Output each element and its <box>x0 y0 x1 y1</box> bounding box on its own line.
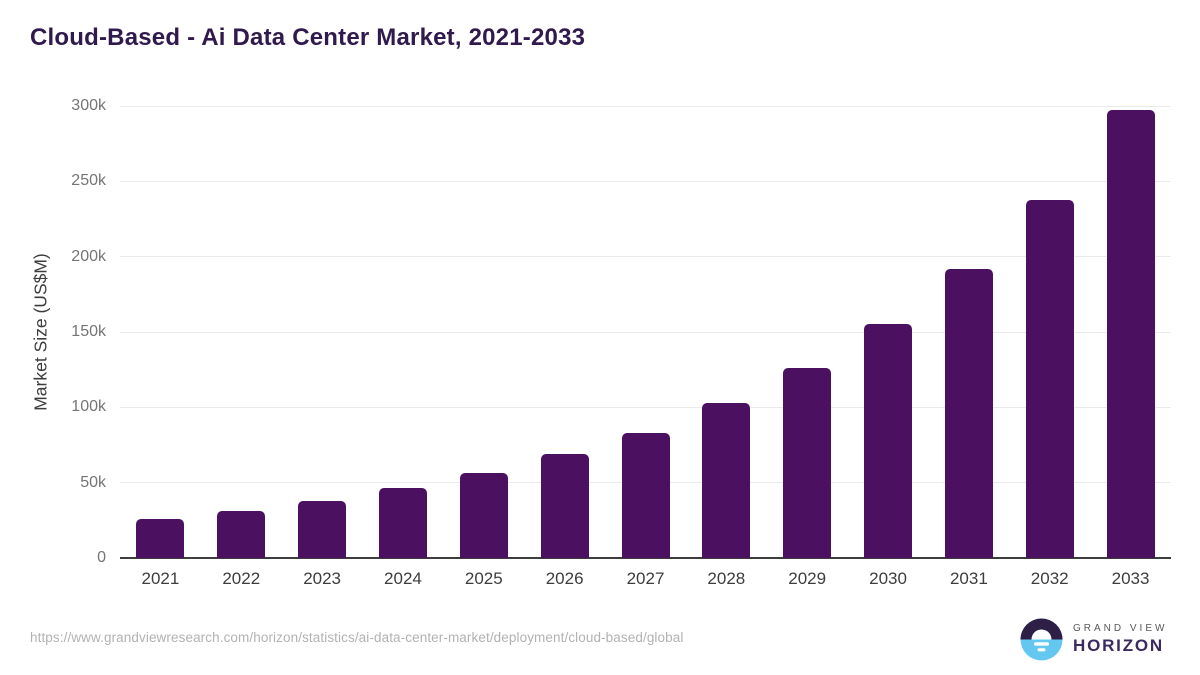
chart-title: Cloud-Based - Ai Data Center Market, 202… <box>30 24 586 51</box>
x-tick-label-2030: 2030 <box>869 569 907 588</box>
x-tick-label-2021: 2021 <box>141 569 180 588</box>
gridline <box>120 105 1171 107</box>
plot-area: 0 50k 100k 150k 200k 250k 300k 2021 2022 2023 2024… <box>71 97 1171 588</box>
bar-2031[interactable] <box>944 268 993 558</box>
y-tick-label: 0 <box>97 549 106 566</box>
bar-2032[interactable] <box>1025 200 1074 558</box>
x-tick-label-2024: 2024 <box>384 569 422 588</box>
x-tick-label-2022: 2022 <box>222 569 261 588</box>
x-tick-label-2028: 2028 <box>707 569 746 588</box>
brand-text: GRAND VIEW HORIZON <box>1073 623 1167 656</box>
brand-logo: GRAND VIEW HORIZON <box>1020 618 1167 661</box>
x-tick-label-2029: 2029 <box>788 569 827 588</box>
bar-2025[interactable] <box>459 472 508 558</box>
brand-name-grand-view: GRAND VIEW <box>1073 623 1168 634</box>
y-axis-title: Market Size (US$M) <box>30 253 51 411</box>
gridline <box>120 256 1171 258</box>
y-tick-label: 250k <box>71 172 106 190</box>
y-tick-label: 150k <box>71 323 106 340</box>
x-tick-label-2025: 2025 <box>464 569 503 588</box>
sunrise-horizon-circle-icon <box>1020 618 1063 661</box>
bar-2021[interactable] <box>136 518 185 558</box>
bar-2029[interactable] <box>783 367 832 558</box>
x-axis-line <box>120 557 1171 559</box>
source-url-text: https://www.grandviewresearch.com/horizo… <box>30 630 684 645</box>
x-tick-label-2031: 2031 <box>949 569 988 588</box>
y-tick-label: 50k <box>80 473 106 491</box>
bar-2033[interactable] <box>1106 110 1155 558</box>
x-tick-label-2033: 2033 <box>1111 569 1150 588</box>
bar-2027[interactable] <box>621 432 670 558</box>
bar-2028[interactable] <box>702 402 751 558</box>
y-tick-label: 100k <box>71 398 106 416</box>
brand-name-horizon: HORIZON <box>1073 636 1164 655</box>
bar-2026[interactable] <box>540 453 589 558</box>
x-tick-label-2023: 2023 <box>303 569 342 588</box>
x-tick-label-2032: 2032 <box>1030 569 1069 588</box>
bar-2023[interactable] <box>298 501 347 558</box>
bar-2022[interactable] <box>217 510 266 558</box>
bar-2030[interactable] <box>864 323 913 558</box>
y-tick-label: 200k <box>71 247 106 265</box>
gridline <box>120 331 1171 333</box>
gridline <box>120 180 1171 182</box>
y-tick-label: 300k <box>71 97 106 114</box>
x-tick-label-2027: 2027 <box>626 569 665 588</box>
gridline <box>120 406 1171 408</box>
x-tick-label-2026: 2026 <box>545 569 584 588</box>
bar-2024[interactable] <box>378 488 427 558</box>
